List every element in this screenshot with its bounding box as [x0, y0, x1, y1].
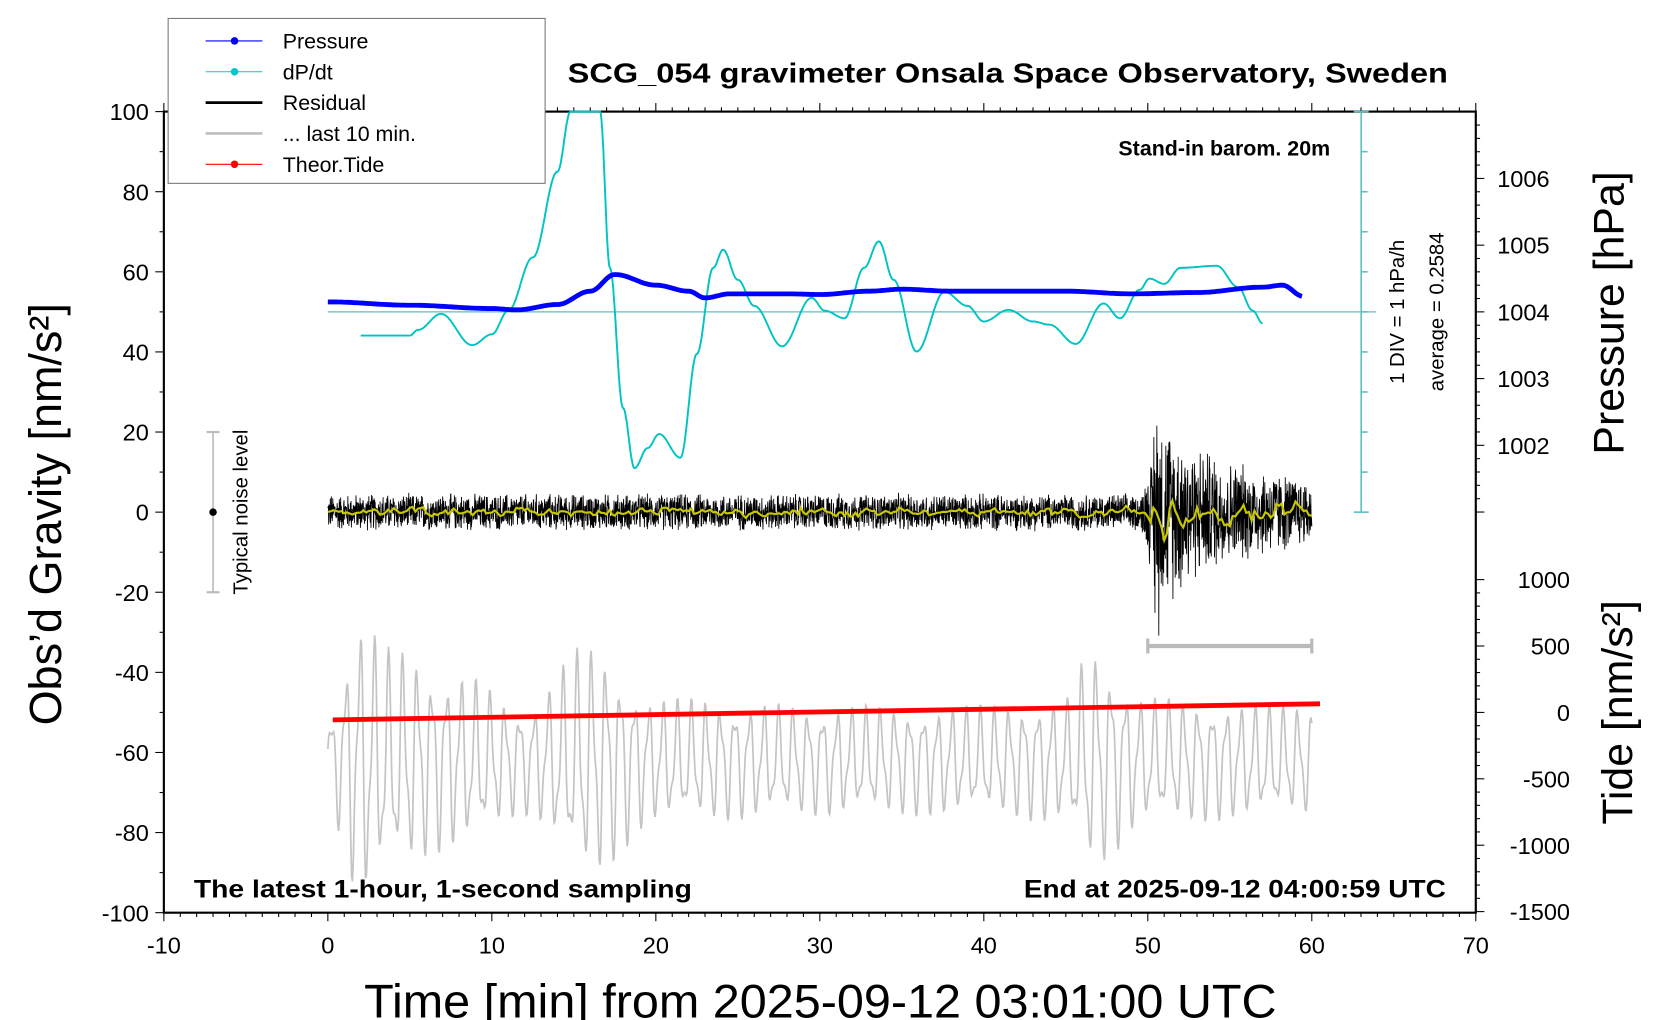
residual-smoothed-line	[327, 496, 1312, 545]
x-tick-label: 10	[479, 932, 505, 958]
x-tick-label: 70	[1463, 932, 1489, 958]
legend-item: dP/dt	[205, 60, 333, 84]
y-axis-label: Obs’d Gravity [nm/s²]	[20, 303, 71, 725]
pressure-tick-label: 1003	[1497, 366, 1549, 392]
legend-item: ... last 10 min.	[205, 122, 416, 146]
legend-swatch-dot	[230, 68, 239, 76]
y-tick-label: -60	[115, 740, 149, 766]
x-tick-label: 0	[321, 932, 334, 958]
legend-label: ... last 10 min.	[283, 122, 416, 146]
tide-axis-label: Tide [nm/s²]	[1594, 600, 1642, 825]
axes: -10 0 10 20 30 40 50 60 70-100-80-60-40-20020406…	[102, 99, 1570, 958]
y-tick-label: 100	[110, 99, 149, 125]
y-tick-label: 0	[136, 500, 149, 526]
tide-tick-label: 0	[1557, 700, 1570, 726]
pressure-tick-label: 1006	[1497, 166, 1549, 192]
x-tick-label: 40	[971, 932, 997, 958]
legend-label: Residual	[283, 91, 366, 115]
legend-item: Pressure	[205, 29, 369, 53]
pressure-tick-label: 1004	[1497, 299, 1549, 325]
dpdt-average-annotation: average = 0.2584	[1427, 232, 1449, 391]
legend-label: dP/dt	[283, 60, 333, 84]
residual-line	[327, 425, 1313, 636]
theoretical-tide-line	[332, 701, 1321, 723]
tide-tick-label: 500	[1531, 634, 1570, 660]
x-tick-label: -10	[147, 932, 181, 958]
legend-item: Residual	[205, 91, 366, 115]
y-tick-label: 80	[123, 179, 149, 205]
dpdt-scale-annotation: 1 DIV = 1 hPa/h	[1387, 240, 1409, 384]
x-axis-label: Time [min] from 2025-09-12 03:01:00 UTC	[364, 975, 1276, 1020]
y-tick-label: 40	[123, 339, 149, 365]
tide-tick-label: 1000	[1518, 567, 1570, 593]
x-tick-label: 60	[1299, 932, 1325, 958]
noise-level-dot	[209, 508, 217, 516]
legend-label: Pressure	[283, 29, 369, 53]
legend-box	[167, 17, 546, 184]
legend-item: Theor.Tide	[205, 153, 385, 177]
tide-tick-label: -1000	[1510, 833, 1570, 859]
pressure-tick-label: 1002	[1497, 433, 1549, 459]
series-layer	[206, 110, 1377, 882]
y-tick-label: -40	[115, 660, 149, 686]
x-tick-label: 20	[643, 932, 669, 958]
tide-tick-label: -500	[1523, 766, 1570, 792]
legend-label: Theor.Tide	[283, 153, 385, 177]
legend: Pressure dP/dt Residual ... last 10 min. The…	[167, 17, 546, 184]
chart-title: SCG_054 gravimeter Onsala Space Observat…	[568, 58, 1448, 89]
tide-tick-label: -1500	[1510, 899, 1570, 925]
end-time-annotation: End at 2025-09-12 04:00:59 UTC	[1024, 877, 1446, 904]
x-tick-label: 50	[1135, 932, 1161, 958]
barometer-annotation: Stand-in barom. 20m	[1118, 137, 1330, 161]
y-tick-label: -80	[115, 820, 149, 846]
y-tick-label: 60	[123, 259, 149, 285]
pressure-axis-label: Pressure [hPa]	[1586, 171, 1634, 454]
y-tick-label: -100	[102, 900, 149, 926]
last-10-min-line	[326, 635, 1313, 882]
legend-swatch-dot	[230, 160, 239, 169]
legend-swatch-dot	[230, 37, 239, 45]
pressure-line	[327, 272, 1303, 313]
pressure-tick-label: 1005	[1497, 233, 1549, 259]
y-tick-label: -20	[115, 580, 149, 606]
sampling-annotation: The latest 1-hour, 1-second sampling	[194, 877, 692, 904]
x-tick-label: 30	[807, 932, 833, 958]
noise-level-label: Typical noise level	[230, 430, 252, 595]
y-tick-label: 20	[123, 420, 149, 446]
